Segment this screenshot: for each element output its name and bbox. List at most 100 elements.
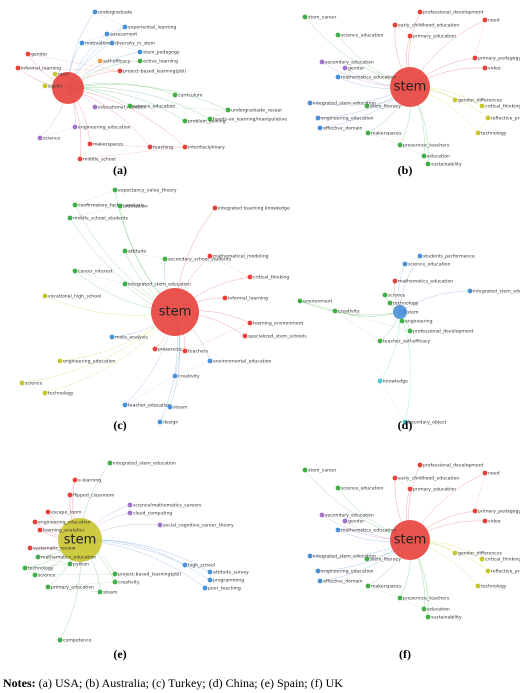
node-label: integrated teaching knowledge [218, 206, 290, 212]
node [67, 215, 73, 221]
node [472, 55, 478, 61]
node [212, 205, 218, 211]
edge [69, 205, 121, 219]
node [127, 502, 133, 508]
node-label: integrated_stem_education [313, 554, 376, 560]
node [92, 104, 98, 110]
node-label: video [488, 66, 501, 72]
node [247, 320, 253, 326]
hub-label: stem [394, 533, 427, 548]
node [117, 68, 123, 74]
edge [21, 382, 46, 394]
node-label: science [43, 136, 60, 142]
node [392, 475, 398, 481]
node-label: engineering [405, 319, 433, 325]
hub-node [52, 72, 84, 104]
node-label: reflective_practice [491, 569, 520, 575]
node-label: expectancy_value_theory [118, 188, 177, 194]
node [207, 253, 213, 259]
node-label: gender [348, 519, 364, 525]
node-label: engineering_education [63, 359, 116, 365]
edge [334, 310, 381, 342]
node-label: escape_room [51, 510, 82, 516]
edge [367, 132, 401, 146]
node [104, 31, 110, 37]
node [92, 9, 98, 15]
notes: Notes: (a) USA; (b) Australia; (c) Turke… [3, 676, 343, 690]
edge [399, 290, 471, 313]
node [172, 92, 178, 98]
edge [67, 86, 211, 120]
node [147, 144, 153, 150]
node-label: social_cognitive_career_theory [163, 523, 234, 529]
node-label: science_education [341, 33, 383, 39]
node-label: teaching [153, 145, 173, 151]
edge [24, 563, 71, 569]
node-label: creativity [338, 309, 360, 315]
node [307, 553, 313, 559]
node [122, 281, 128, 287]
node [222, 295, 228, 301]
node-label: undergraduate [98, 10, 132, 16]
node-label: technology [48, 391, 74, 397]
node-label: engineering_education [78, 125, 131, 131]
edge [404, 255, 421, 265]
edge [44, 73, 56, 87]
node [19, 380, 25, 386]
hub-node [151, 288, 199, 336]
node-label: stem_literacy [370, 104, 401, 110]
edge [74, 189, 116, 206]
node [407, 33, 413, 39]
node [67, 492, 73, 498]
node-label: science_education [341, 486, 383, 492]
node [302, 14, 308, 20]
edge [37, 556, 71, 565]
node-label: mathematics_education [398, 279, 453, 285]
node-label: boundary_object [408, 420, 447, 426]
node [97, 589, 103, 595]
edge [154, 348, 186, 352]
node [319, 512, 325, 518]
node [72, 124, 78, 130]
node [157, 419, 163, 425]
edge [184, 564, 211, 573]
node [122, 248, 128, 254]
node-label: science_education [133, 104, 175, 110]
node [52, 71, 58, 77]
node [42, 293, 48, 299]
node [317, 125, 323, 131]
edge [399, 597, 425, 610]
node [407, 328, 413, 334]
node [365, 583, 371, 589]
panel-caption: (e) [113, 647, 126, 661]
node [392, 22, 398, 28]
node [482, 65, 488, 71]
notes-label: Notes: [3, 676, 36, 690]
node-label: need [488, 471, 500, 477]
node-label: integrated_stem_education [113, 461, 176, 467]
node-label: secondary_education [325, 513, 374, 519]
node [399, 318, 405, 324]
node [87, 141, 93, 147]
node [72, 268, 78, 274]
node-label: stem_career [308, 15, 337, 21]
node [37, 135, 43, 141]
node [182, 144, 188, 150]
edge [477, 570, 489, 587]
node-label: assessment [110, 32, 137, 38]
node-label: cloud_computing [133, 511, 172, 517]
node-label: professional_development [423, 463, 484, 469]
node-label: self-efficacy [103, 59, 131, 65]
node [467, 288, 473, 294]
hub-label: stem [394, 80, 427, 95]
node [402, 419, 408, 425]
node [485, 568, 491, 574]
node [402, 261, 408, 267]
node-label: stem [407, 310, 419, 316]
node-label: flipped_classroom [73, 493, 115, 499]
panel-caption: (c) [113, 418, 126, 432]
node-label: teacher_self-efficacy [383, 339, 431, 345]
edge [69, 479, 76, 496]
node [162, 256, 168, 262]
node-label: stem_career [308, 468, 337, 474]
